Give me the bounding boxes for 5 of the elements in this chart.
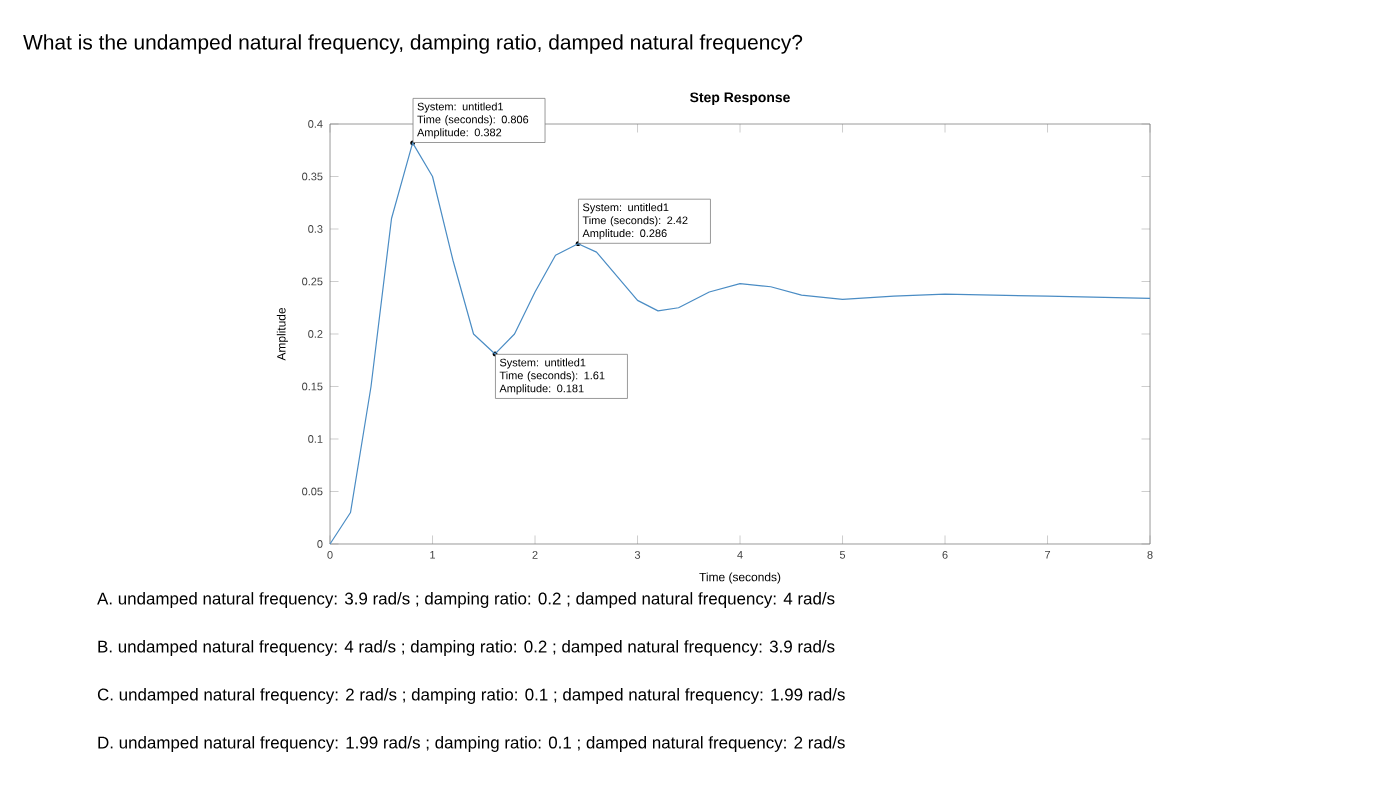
text: C. undamped natural frequency: 2 rad/s ; damping ratio: 0.1 ; damped natural frequency: 1.99 rad/s [97,688,845,704]
text: B. undamped natural frequency: 4 rad/s ; damping ratio: 0.2 ; damped natural frequency: 3.9 rad/s [98,640,835,656]
text: D. undamped natural frequency: 1.99 rad/s ; damping ratio: 0.1 ; damped natural frequency: 2 rad/s [98,736,845,752]
chart-title: What is the undamped natural frequency, damping ratio, damped natural frequency? [23,34,803,54]
text: A. undamped natural frequency: 3.9 rad/s ; damping ratio: 0.2 ; damped natural frequency: 4 rad/s [97,592,835,608]
